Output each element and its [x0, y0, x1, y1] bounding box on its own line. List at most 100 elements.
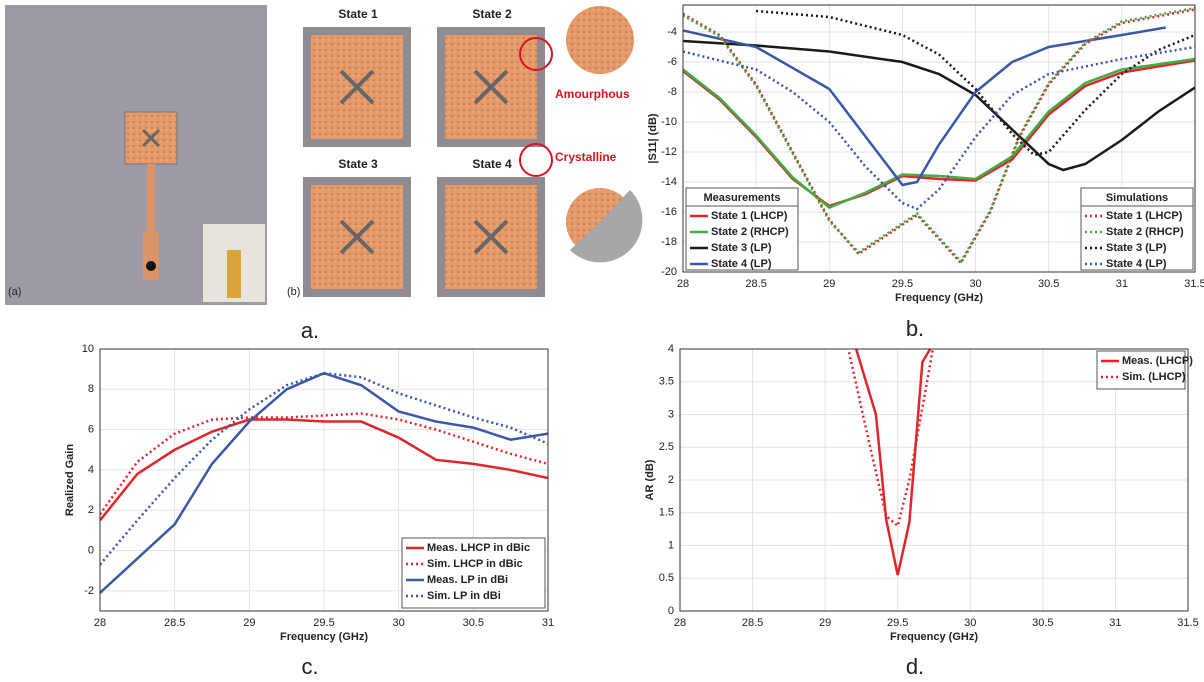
- callout: Amourphous: [555, 87, 630, 101]
- y-tick-label: -18: [661, 236, 677, 248]
- legend-box: [401, 537, 546, 609]
- y-axis-label: Realized Gain: [64, 444, 76, 516]
- y-tick-label: 2: [88, 504, 94, 516]
- legend-label: Meas. LP in dBi: [427, 574, 508, 586]
- callout-circle: [519, 143, 553, 177]
- x-tick-label: 31.5: [1184, 278, 1204, 290]
- x-tick-label: 29.5: [313, 617, 334, 629]
- y-tick-label: 0: [668, 605, 674, 617]
- x-tick-label: 29.5: [892, 278, 913, 290]
- line: [854, 349, 932, 576]
- y-tick-label: -6: [667, 56, 677, 68]
- slot: [473, 69, 509, 105]
- line: [100, 418, 548, 522]
- y-axis-label: |S11| (dB): [647, 113, 659, 164]
- state-label: State 1: [338, 7, 378, 21]
- legend-label: Meas. LHCP in dBic: [427, 542, 530, 554]
- x-tick-label: 31: [542, 617, 554, 629]
- x-tick-label: 31: [1109, 617, 1121, 629]
- y-tick-label: -20: [661, 266, 677, 278]
- feed: [147, 164, 155, 234]
- legend-label: State 3 (LP): [1106, 242, 1167, 254]
- line: [100, 371, 548, 594]
- x-tick-label: 30.5: [463, 617, 484, 629]
- slot: [339, 219, 375, 255]
- line: [683, 39, 1195, 172]
- plot-frame: [682, 4, 1196, 273]
- photo-label: (a): [8, 286, 21, 298]
- y-tick-label: 1.5: [659, 507, 674, 519]
- caption: a.: [301, 318, 319, 343]
- callout-circle: [519, 37, 553, 71]
- x-tick-label: 29: [819, 617, 831, 629]
- feed-end: [143, 232, 159, 280]
- caption: c.: [301, 654, 318, 679]
- y-tick-label: 1: [668, 539, 674, 551]
- line: [100, 412, 548, 515]
- slot: [473, 219, 509, 255]
- slot: [339, 69, 375, 105]
- x-tick-label: 30: [964, 617, 976, 629]
- zoom-crystal: [570, 190, 643, 263]
- x-tick-label: 31.5: [1177, 617, 1198, 629]
- callout: Crystalline: [555, 150, 617, 164]
- line: [683, 26, 1166, 187]
- connector: [227, 250, 241, 298]
- line: [847, 349, 935, 529]
- photo-label: (b): [287, 286, 300, 298]
- y-tick-label: -2: [84, 585, 94, 597]
- x-axis-label: Frequency (GHz): [280, 631, 368, 643]
- legend-box: [1080, 187, 1194, 271]
- x-tick-label: 30.5: [1038, 278, 1059, 290]
- y-tick-label: -12: [661, 146, 677, 158]
- line: [683, 45, 1195, 211]
- legend-label: State 2 (RHCP): [711, 226, 789, 238]
- legend-label: State 3 (LP): [711, 242, 772, 254]
- slot: [141, 128, 161, 148]
- y-tick-label: 0: [88, 544, 94, 556]
- plot-frame: [679, 348, 1189, 612]
- plot-frame: [99, 348, 549, 612]
- legend-label: Sim. LHCP in dBic: [427, 558, 523, 570]
- x-tick-label: 31: [1116, 278, 1128, 290]
- y-tick-label: -16: [661, 206, 677, 218]
- x-tick-label: 28.5: [745, 278, 766, 290]
- legend-label: State 2 (RHCP): [1106, 226, 1184, 238]
- x-tick-label: 30.5: [1032, 617, 1053, 629]
- y-tick-label: 0.5: [659, 572, 674, 584]
- legend-label: State 1 (LHCP): [711, 210, 788, 222]
- x-tick-label: 29.5: [887, 617, 908, 629]
- x-tick-label: 28.5: [742, 617, 763, 629]
- line: [756, 9, 1195, 157]
- y-tick-label: 3: [668, 408, 674, 420]
- legend-box: [685, 187, 799, 271]
- y-tick-label: 10: [82, 343, 94, 355]
- legend-title: Simulations: [1106, 192, 1168, 204]
- line: [683, 6, 1195, 264]
- y-tick-label: 3.5: [659, 376, 674, 388]
- legend-box: [1096, 350, 1186, 390]
- x-tick-label: 30: [393, 617, 405, 629]
- y-tick-label: 4: [88, 464, 94, 476]
- y-tick-label: 6: [88, 424, 94, 436]
- state-label: State 4: [472, 157, 512, 171]
- y-tick-label: 8: [88, 383, 94, 395]
- x-tick-label: 30: [969, 278, 981, 290]
- legend-title: Measurements: [703, 192, 780, 204]
- legend-label: Sim. (LHCP): [1122, 371, 1186, 383]
- y-axis-label: AR (dB): [644, 459, 656, 500]
- y-tick-label: -8: [667, 86, 677, 98]
- legend-label: Meas. (LHCP): [1122, 355, 1193, 367]
- y-tick-label: -10: [661, 116, 677, 128]
- y-tick-label: -14: [661, 176, 677, 188]
- y-tick-label: 2.5: [659, 441, 674, 453]
- caption: d.: [906, 654, 924, 679]
- line: [100, 371, 548, 566]
- x-tick-label: 29: [823, 278, 835, 290]
- y-tick-label: 2: [668, 474, 674, 486]
- legend-label: Sim. LP in dBi: [427, 590, 501, 602]
- x-axis-label: Frequency (GHz): [890, 631, 978, 643]
- legend-label: State 4 (LP): [1106, 258, 1167, 270]
- legend-label: State 4 (LP): [711, 258, 772, 270]
